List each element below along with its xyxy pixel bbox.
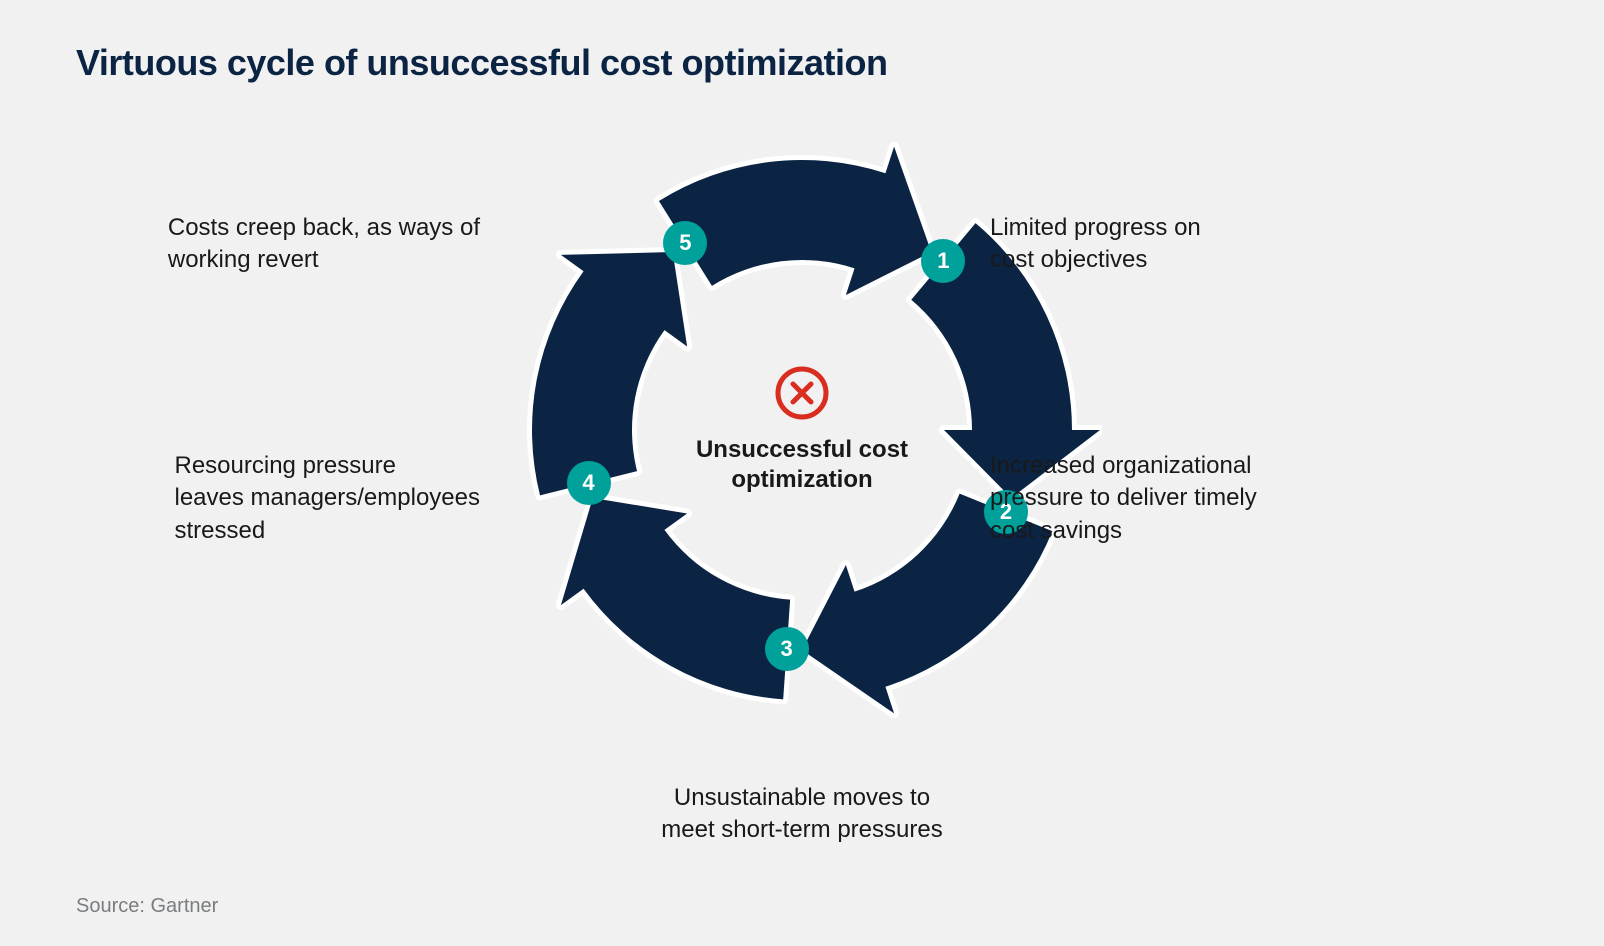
cycle-badge-1: 1 [921, 239, 965, 283]
source-line: Source: Gartner [76, 895, 218, 918]
cycle-label-4: Resourcing pressureleaves managers/emplo… [175, 450, 481, 547]
cycle-label-2: Increased organizationalpressure to deli… [990, 450, 1257, 547]
cycle-badge-5: 5 [663, 221, 707, 265]
page-title: Virtuous cycle of unsuccessful cost opti… [76, 42, 888, 84]
cycle-label-3: Unsustainable moves tomeet short-term pr… [0, 782, 1604, 847]
cycle-label-5: Costs creep back, as ways ofworking reve… [168, 212, 480, 277]
cycle-badge-4: 4 [567, 461, 611, 505]
cycle-label-1: Limited progress oncost objectives [990, 212, 1201, 277]
cycle-badge-3: 3 [765, 627, 809, 671]
